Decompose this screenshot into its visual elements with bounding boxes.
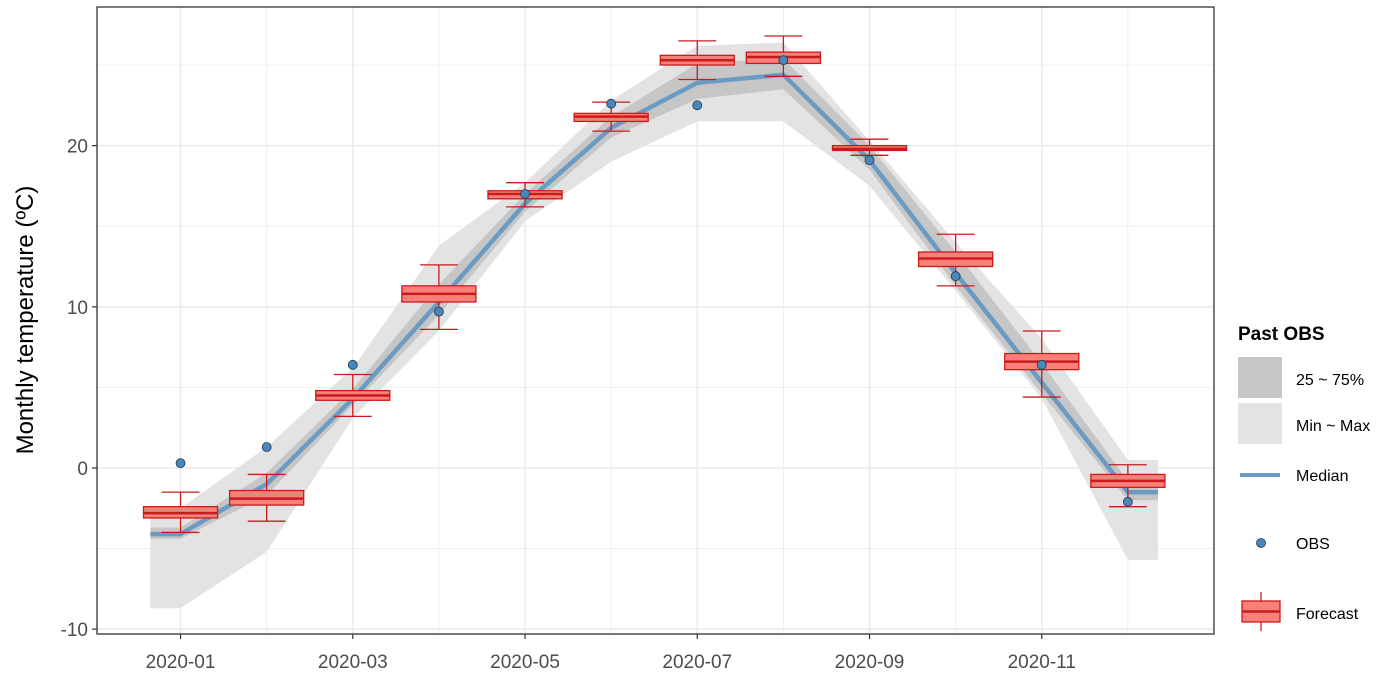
obs-point-1 [175,458,186,469]
forecast-box-3 [315,373,391,418]
obs-point-9 [864,155,875,166]
legend-label-forecast: Forecast [1296,606,1359,623]
obs-point-3 [347,359,358,370]
obs-point-11 [1036,359,1047,370]
obs-point-12 [1122,496,1133,507]
x-tick-label: 2020-07 [662,652,732,673]
obs-point-8 [778,55,789,66]
legend-label-iqr: 25 ~ 75% [1296,372,1364,389]
obs-point-7 [692,100,703,111]
legend-label-obs: OBS [1296,536,1330,553]
x-tick-label: 2020-11 [1008,652,1076,673]
obs-point-10 [950,271,961,282]
legend: Past OBS 25 ~ 75% Min ~ Max Median OBS F… [1238,324,1370,631]
x-tick-label: 2020-03 [318,652,388,673]
forecast-box-2 [228,473,305,522]
y-tick-label: -10 [61,620,88,641]
legend-key-iqr [1238,357,1282,398]
y-tick-label: 0 [77,459,88,480]
forecast-box-1 [142,491,219,534]
legend-title: Past OBS [1238,324,1325,345]
forecast-box-10 [917,233,994,287]
obs-point-2 [261,442,272,452]
legend-key-obs [1256,538,1266,548]
forecast-box-12 [1090,464,1166,508]
band-layer [150,42,1158,609]
y-tick-label: 20 [67,137,88,158]
y-tick-label: 10 [67,298,88,319]
x-tick-label: 2020-05 [490,652,560,673]
min-max-band [150,42,1158,609]
legend-label-range: Min ~ Max [1296,418,1370,435]
y-axis-title: Monthly temperature (ºC) [12,186,39,455]
forecast-box-4 [401,264,477,331]
obs-point-layer [175,55,1133,507]
axis-layer: -10 0 10 20 2020-01 2020-03 2020-05 2020-07 2020… [61,137,1076,673]
legend-key-forecast [1241,592,1281,631]
obs-point-5 [520,189,530,199]
obs-point-6 [606,98,617,109]
legend-label-median: Median [1296,468,1348,485]
forecast-box-7 [659,40,735,81]
obs-point-4 [434,306,444,317]
x-tick-label: 2020-01 [146,652,216,673]
legend-key-range [1238,403,1282,444]
x-tick-label: 2020-09 [835,652,905,673]
panel-border [96,6,1215,635]
forecast-box-layer [142,35,1166,534]
